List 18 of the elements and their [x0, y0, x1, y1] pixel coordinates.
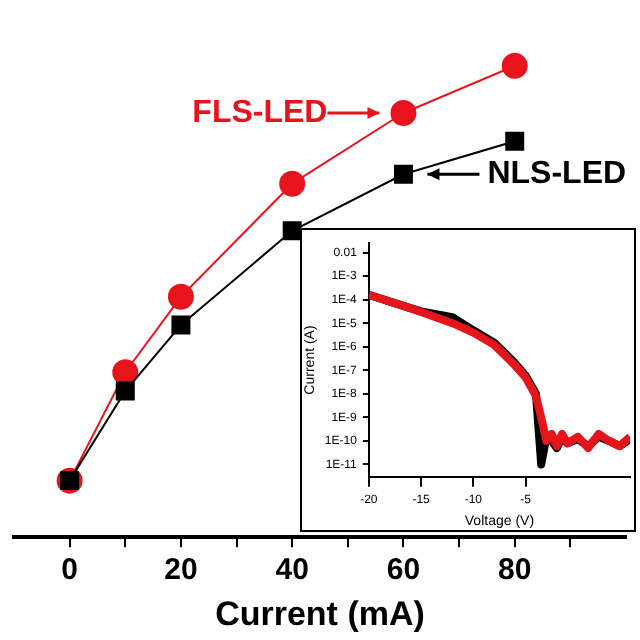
point — [171, 315, 191, 335]
point — [167, 283, 194, 310]
point — [282, 221, 302, 241]
x-tick-label: 60 — [386, 553, 421, 588]
point — [505, 131, 525, 151]
point — [390, 99, 417, 126]
point — [112, 359, 139, 386]
x-tick-label: 80 — [498, 553, 532, 588]
point — [279, 170, 306, 197]
series-label: FLS-LED — [192, 95, 328, 130]
x-tick-label: 40 — [275, 553, 309, 588]
point — [115, 381, 135, 401]
legend-label: NLS-LED — [487, 157, 627, 192]
point — [501, 52, 528, 79]
point — [393, 164, 413, 184]
x-tick-label: 0 — [61, 553, 78, 588]
x-tick-label: 20 — [164, 553, 198, 588]
x-axis-title: Current (mA) — [215, 594, 425, 633]
